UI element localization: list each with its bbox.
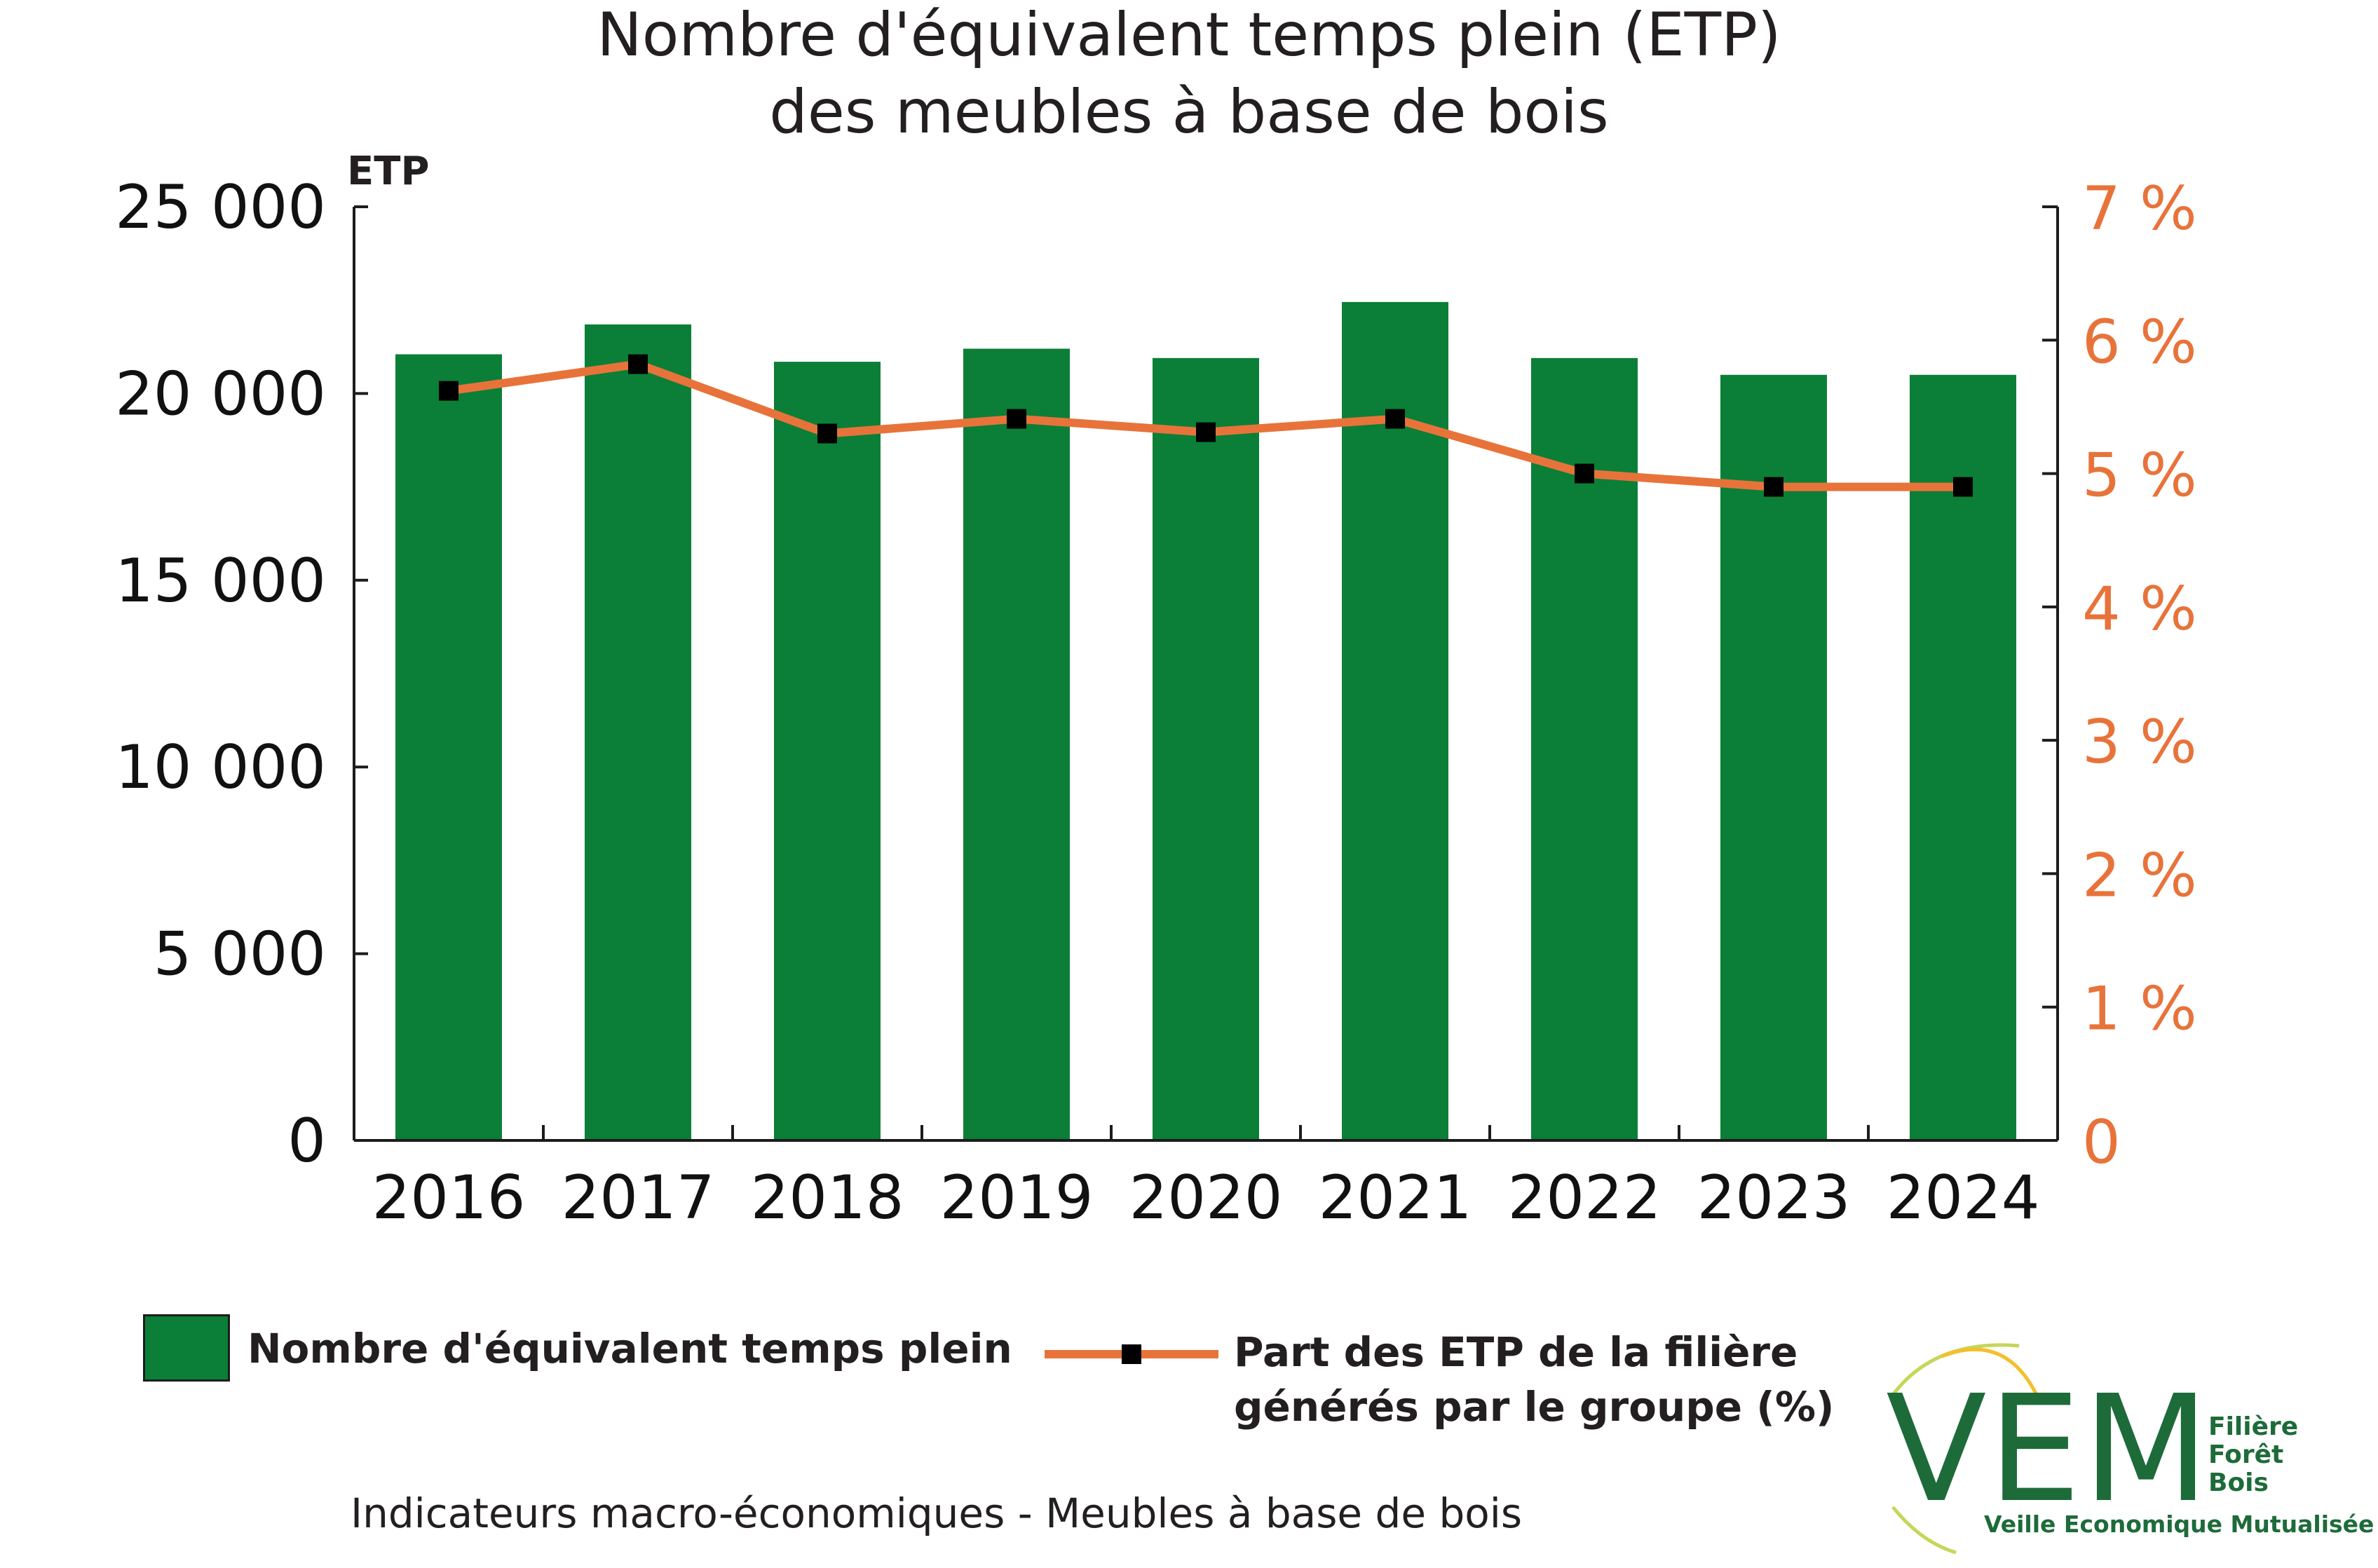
y-left-tick-label: 15 000 xyxy=(115,546,326,616)
legend-bar-label: Nombre d'équivalent temps plein xyxy=(247,1325,1012,1372)
legend-line-swatch xyxy=(1045,1344,1218,1364)
legend-bar-swatch xyxy=(143,1314,230,1382)
y-left-tick-label: 20 000 xyxy=(115,359,326,429)
x-tick-label-2018: 2018 xyxy=(751,1163,904,1233)
logo-tagline: Veille Economique Mutualisée xyxy=(1984,1511,2374,1538)
y-right-tick-label: 1 % xyxy=(2082,974,2197,1044)
y-right-tick-label: 5 % xyxy=(2082,441,2197,511)
line-point-2023 xyxy=(1764,477,1784,497)
bar-2024 xyxy=(1910,374,2016,1140)
bar-2018 xyxy=(774,362,881,1140)
logo-arc-gold xyxy=(1941,1347,2039,1396)
logo-side-line-1: Filière xyxy=(2208,1412,2299,1441)
bar-2023 xyxy=(1720,374,1827,1140)
bar-series xyxy=(395,301,2016,1141)
x-tick-label-2016: 2016 xyxy=(372,1163,526,1233)
bar-2016 xyxy=(395,354,502,1140)
axes xyxy=(353,205,2059,1142)
vem-logo: VEM xyxy=(1886,1343,2211,1555)
line-point-2022 xyxy=(1575,463,1594,484)
y-left-tick-label: 5 000 xyxy=(154,920,326,990)
logo-side-line-3: Bois xyxy=(2208,1468,2269,1497)
chart-title-line-1: Nombre d'équivalent temps plein (ETP) xyxy=(597,0,1781,70)
y-right-tick-label: 7 % xyxy=(2082,174,2197,244)
y-right-tick-label: 3 % xyxy=(2082,707,2197,777)
line-point-2016 xyxy=(439,381,458,401)
line-point-2017 xyxy=(628,354,648,374)
x-tick-label-2024: 2024 xyxy=(1887,1163,2040,1233)
x-tick-label-2017: 2017 xyxy=(562,1163,715,1233)
y-left-axis-label: ETP xyxy=(347,149,430,194)
x-tick-label-2020: 2020 xyxy=(1129,1163,1283,1233)
logo-side-line-2: Forêt xyxy=(2208,1440,2284,1469)
x-tick-label-2019: 2019 xyxy=(940,1163,1094,1233)
line-point-2020 xyxy=(1196,422,1216,442)
x-tick-label-2023: 2023 xyxy=(1697,1163,1851,1233)
line-point-2018 xyxy=(817,423,837,444)
chart-title-line-2: des meubles à base de bois xyxy=(769,77,1609,147)
bar-2021 xyxy=(1342,301,1448,1140)
logo-letters: VEM xyxy=(1886,1363,2211,1535)
line-point-2024 xyxy=(1953,477,1973,497)
tick-labels: 0 5 000 10 000 15 000 20 000 25 000 0 1 % 2 % 3 %… xyxy=(115,172,2197,1233)
legend-line-label-2: générés par le groupe (%) xyxy=(1234,1383,1835,1431)
y-right-tick-label: 0 xyxy=(2082,1107,2121,1178)
x-tick-label-2021: 2021 xyxy=(1319,1163,1472,1233)
y-right-tick-label: 4 % xyxy=(2082,574,2197,644)
footer-caption: Indicateurs macro-économiques - Meubles … xyxy=(351,1489,1523,1537)
line-point-2019 xyxy=(1007,409,1026,429)
logo-arc-bottom xyxy=(1891,1506,1957,1555)
x-tick-label-2022: 2022 xyxy=(1508,1163,1662,1233)
bar-2020 xyxy=(1153,357,1259,1141)
bar-2019 xyxy=(963,348,1070,1140)
legend-line-label: Part des ETP de la filière générés par l… xyxy=(1234,1325,1834,1434)
line-series xyxy=(439,354,1973,497)
bar-2022 xyxy=(1531,357,1638,1141)
y-left-tick-label: 25 000 xyxy=(115,172,326,243)
y-left-tick-label: 0 xyxy=(287,1106,326,1176)
legend-line-label-1: Part des ETP de la filière xyxy=(1234,1328,1798,1376)
y-left-tick-label: 10 000 xyxy=(115,732,326,803)
y-right-tick-label: 6 % xyxy=(2082,307,2197,377)
line-point-2021 xyxy=(1385,409,1405,429)
bar-2017 xyxy=(585,324,691,1140)
y-right-tick-label: 2 % xyxy=(2082,840,2197,911)
